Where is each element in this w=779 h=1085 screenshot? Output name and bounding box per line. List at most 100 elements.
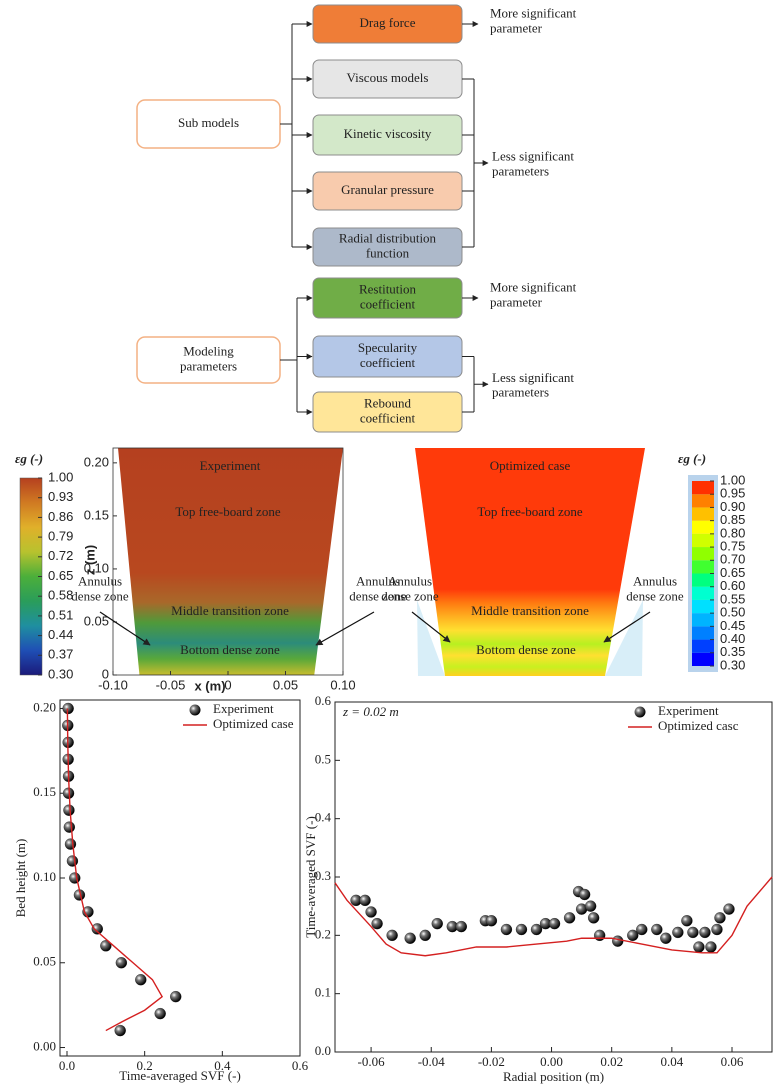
data-point <box>455 920 467 933</box>
text-line: function <box>366 245 410 260</box>
colorbar-tick-label: 0.30 <box>720 657 745 672</box>
data-point <box>365 906 377 918</box>
y-tick-label: 0.1 <box>315 985 331 1000</box>
series-line <box>334 876 773 957</box>
text-line: dense zone <box>349 588 407 603</box>
item-label: Specularity coefficient <box>358 340 418 370</box>
plot-frame <box>334 701 773 1053</box>
item-label: Drag force <box>360 15 416 30</box>
zone-label: Top free-board zone <box>175 504 280 519</box>
x-tick-label: -0.04 <box>418 1054 446 1069</box>
legend-marker <box>634 706 646 718</box>
data-point <box>63 821 75 833</box>
text-line: coefficient <box>360 410 416 425</box>
y-axis-label: Bed height (m) <box>13 839 28 918</box>
y-axis-label: z (m) <box>82 545 97 575</box>
x-tick-label: 0.00 <box>540 1054 563 1069</box>
colorbar-tick-label: 0.72 <box>48 548 73 563</box>
contour-field <box>415 448 645 676</box>
y-tick-label: 0.20 <box>84 454 109 469</box>
data-point <box>64 838 77 850</box>
data-point <box>530 923 543 936</box>
annotation: Annulus dense zone <box>626 574 684 604</box>
zone-label: Top free-board zone <box>477 504 582 519</box>
data-point <box>69 872 81 884</box>
data-point <box>500 923 513 936</box>
y-tick-label: 0.05 <box>84 613 109 628</box>
colorbar-tick-label: 0.79 <box>48 529 73 544</box>
text-line: coefficient <box>360 296 416 311</box>
data-point <box>636 923 648 936</box>
note: Less significant parameters <box>492 370 574 400</box>
annotation: z = 0.02 m <box>342 704 399 719</box>
zone-label: Middle transition zone <box>471 603 589 618</box>
annotation: Annulus dense zone <box>349 574 407 604</box>
colorbar-cell <box>692 652 714 666</box>
data-point <box>359 894 371 906</box>
annotation-arrow <box>411 611 451 643</box>
x-tick-label: -0.02 <box>478 1054 505 1069</box>
data-point <box>91 923 103 935</box>
x-tick-label: 0.6 <box>292 1058 309 1073</box>
legend-label: Experiment <box>658 703 719 718</box>
zone-label: Middle transition zone <box>171 603 289 618</box>
colorbar-tick-label: 0.95 <box>720 486 745 501</box>
colorbar-tick-label: 0.60 <box>720 578 745 593</box>
x-tick-label: 0.10 <box>330 677 355 692</box>
note: More significant parameter <box>490 280 577 310</box>
y-tick-label: 0 <box>102 666 109 681</box>
data-point <box>594 929 606 941</box>
text-line: Annulus <box>356 574 400 589</box>
data-point <box>714 912 726 924</box>
y-tick-label: 0.4 <box>315 810 332 825</box>
x-axis-label: Radial position (m) <box>503 1069 604 1084</box>
x-tick-label: 0.2 <box>137 1058 153 1073</box>
colorbar-cell <box>692 481 714 495</box>
source-label: Modeling parameters <box>180 344 237 374</box>
data-point <box>115 957 128 969</box>
data-point <box>681 915 693 927</box>
contour-title: Experiment <box>200 458 261 473</box>
annotation: Annulus dense zone <box>71 574 129 604</box>
y-tick-label: 0.10 <box>84 560 109 575</box>
colorbar-tick-label: 0.80 <box>720 525 745 540</box>
text-line: parameters <box>492 163 549 178</box>
annotation-arrow <box>315 611 375 646</box>
text-line: parameter <box>490 20 543 35</box>
colorbar-cell <box>692 586 714 600</box>
x-tick-label: 0.05 <box>273 677 298 692</box>
data-point <box>651 923 663 936</box>
text-line: Less significant <box>492 149 574 164</box>
text-line: Annulus <box>633 574 677 589</box>
x-axis-label: x (m) <box>194 678 225 693</box>
colorbar-cell <box>692 599 714 614</box>
colorbar-tick-label: 0.51 <box>48 607 73 622</box>
series-line <box>66 708 164 1032</box>
data-point <box>660 932 672 944</box>
plot-frame <box>59 699 301 1057</box>
data-point <box>135 974 147 986</box>
data-point <box>515 923 528 936</box>
colorbar-cell <box>692 547 714 561</box>
data-point <box>711 923 723 936</box>
colorbar-cell <box>692 626 714 640</box>
data-point <box>485 915 498 927</box>
text-line: Annulus <box>388 574 432 589</box>
colorbar-tick-label: 0.90 <box>720 499 745 514</box>
text-line: Modeling <box>183 344 234 359</box>
x-tick-label: 0.06 <box>721 1054 744 1069</box>
text-line: parameters <box>492 385 549 400</box>
text-line: Rebound <box>364 396 411 411</box>
colorbar-cell <box>692 533 714 548</box>
y-tick-label: 0.2 <box>315 926 331 941</box>
colorbar-tick-label: 0.58 <box>48 588 73 603</box>
colorbar-tick-label: 0.35 <box>720 644 745 659</box>
zone-label: Bottom dense zone <box>476 642 576 657</box>
y-tick-label: 0.00 <box>33 1039 56 1054</box>
item-label: Viscous models <box>347 70 429 85</box>
x-tick-label: 0.0 <box>59 1058 75 1073</box>
data-point <box>563 912 576 924</box>
data-point <box>584 900 597 912</box>
colorbar-tick-label: 1.00 <box>48 469 73 484</box>
annotation-arrow <box>99 611 151 646</box>
